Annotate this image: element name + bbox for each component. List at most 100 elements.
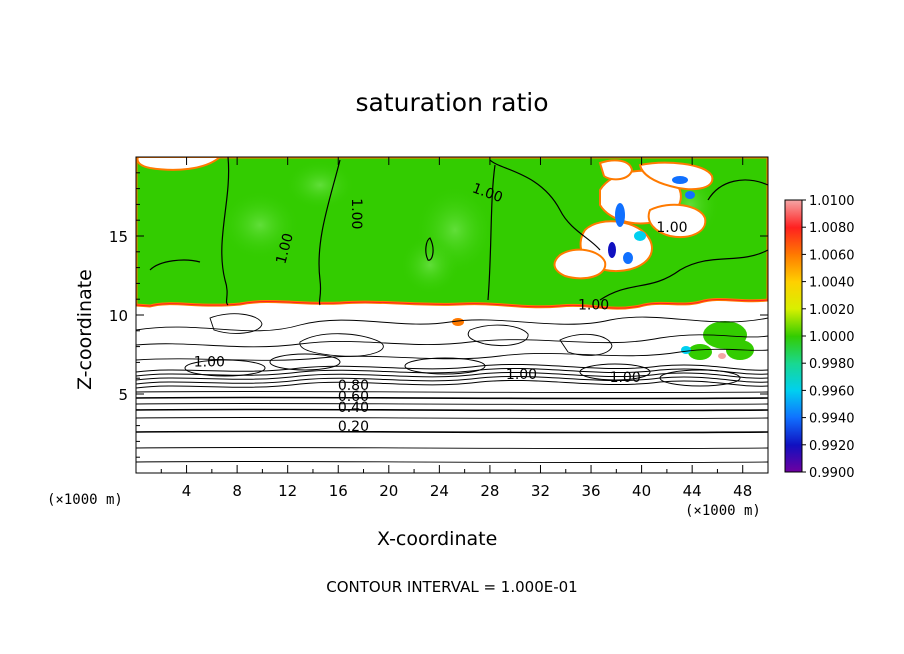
contour-label: 0.20 (338, 419, 369, 435)
y-tick-label: 10 (109, 307, 128, 325)
patch-edge (136, 157, 222, 171)
patch-edge (638, 161, 714, 191)
x-tick-label: 8 (232, 482, 242, 500)
colorbar-segment (785, 417, 802, 446)
contour-label: 1.00 (348, 198, 364, 229)
contour-lens (184, 359, 266, 377)
field-edge-inner (136, 157, 768, 309)
subsaturated-patch (640, 162, 713, 190)
contour-line (136, 402, 768, 406)
subsaturated-patch (600, 160, 632, 180)
subsaturated-patch (648, 204, 706, 238)
colorbar-segment (785, 254, 802, 283)
patch-edge (647, 203, 707, 238)
subsaturated-patch (554, 249, 606, 279)
x-tick-label: 44 (683, 482, 702, 500)
contour-lens (579, 363, 651, 381)
patch-edge (598, 159, 634, 181)
contour-line (136, 363, 768, 373)
colorbar-label: 1.0020 (809, 303, 855, 318)
colorbar-label: 0.9900 (809, 466, 855, 481)
contour-lens (404, 357, 486, 375)
y-tick-label: 15 (109, 228, 128, 246)
contour-label: 1.00 (610, 370, 641, 386)
contour-line (136, 460, 768, 464)
x-unit-label-left: (×1000 m) (47, 492, 123, 508)
x-tick-label: 20 (379, 482, 398, 500)
patch-edge (553, 248, 607, 280)
x-axis-label: X-coordinate (377, 528, 498, 550)
y-axis-label: Z-coordinate (74, 269, 96, 390)
contour-line (136, 390, 768, 394)
colorbar-label: 0.9940 (809, 412, 855, 427)
contour-label: 1.00 (273, 232, 297, 266)
contour-label: 0.40 (338, 400, 369, 416)
contour-line (299, 333, 384, 357)
field-patch (688, 344, 712, 360)
plot-area: 1.001.001.00 1.001.001.001.00 1.000.800.60… (136, 157, 768, 464)
contour-line (136, 408, 768, 412)
field-patch (452, 318, 464, 326)
contour-line (136, 416, 768, 420)
contour-line (136, 371, 768, 381)
y-tick-label: 5 (118, 386, 128, 404)
contour-interval-note: CONTOUR INTERVAL = 1.000E-01 (326, 578, 578, 596)
x-tick-label: 36 (581, 482, 600, 500)
subsaturated-core (623, 252, 633, 264)
contour-line (136, 316, 768, 332)
contour-line (136, 396, 768, 400)
colorbar-segment (785, 336, 802, 364)
colorbar-label: 0.9920 (809, 439, 855, 454)
colorbar-label: 1.0040 (809, 276, 855, 291)
x-tick-label: 4 (182, 482, 192, 500)
colorbar-segment (785, 227, 802, 255)
colorbar-label: 1.0060 (809, 248, 855, 263)
contour-label: 0.60 (338, 389, 369, 405)
colorbar-label: 0.9960 (809, 384, 855, 399)
x-unit-label-right: (×1000 m) (685, 503, 761, 519)
colorbar-segment (785, 390, 802, 419)
colorbar-label: 1.0080 (809, 221, 855, 236)
colorbar-segment (785, 200, 802, 228)
contour-line (221, 157, 230, 306)
contour-line (487, 164, 496, 301)
field-patch (681, 346, 691, 354)
contour-label: 0.80 (338, 378, 369, 394)
colorbar-segment (785, 308, 802, 337)
colorbar-label: 1.0100 (809, 194, 855, 209)
x-tick-label: 24 (430, 482, 449, 500)
field-group: 1.001.001.00 1.001.001.001.00 1.000.800.60… (136, 157, 768, 464)
colorbar-segment (785, 444, 802, 473)
subsaturated-core (615, 203, 625, 227)
contour-line (318, 159, 341, 306)
colorbar: 1.0100 1.0080 1.0060 1.0040 1.0020 1.0000 0.99… (784, 194, 855, 481)
colorbar-label: 1.0000 (809, 330, 855, 345)
contour-lens (659, 369, 741, 387)
field-blob (220, 190, 300, 260)
chart-title: saturation ratio (355, 88, 549, 117)
field-patch (718, 353, 726, 359)
contour-label: 1.00 (194, 354, 225, 370)
subsaturated-core (685, 191, 695, 199)
subsaturated-core (634, 231, 646, 241)
contour-line (559, 333, 613, 356)
subsaturated-core (608, 242, 616, 258)
field-blob (400, 235, 460, 295)
contour-line (707, 179, 768, 201)
contour-label: 1.00 (578, 298, 609, 314)
contour-line (209, 313, 263, 334)
contour-line (467, 324, 529, 346)
x-tick-label: 12 (278, 482, 297, 500)
contour-line (599, 249, 768, 301)
contour-line (489, 159, 601, 251)
x-tick-label: 40 (632, 482, 651, 500)
contour-line (425, 237, 434, 261)
contour-label: 1.00 (506, 367, 537, 383)
x-tick-label: 32 (531, 482, 550, 500)
subsaturated-core (672, 176, 688, 184)
colorbar-label: 0.9980 (809, 357, 855, 372)
contour-line (149, 259, 201, 271)
contour-label: 1.00 (656, 220, 687, 236)
contour-line (136, 430, 768, 434)
